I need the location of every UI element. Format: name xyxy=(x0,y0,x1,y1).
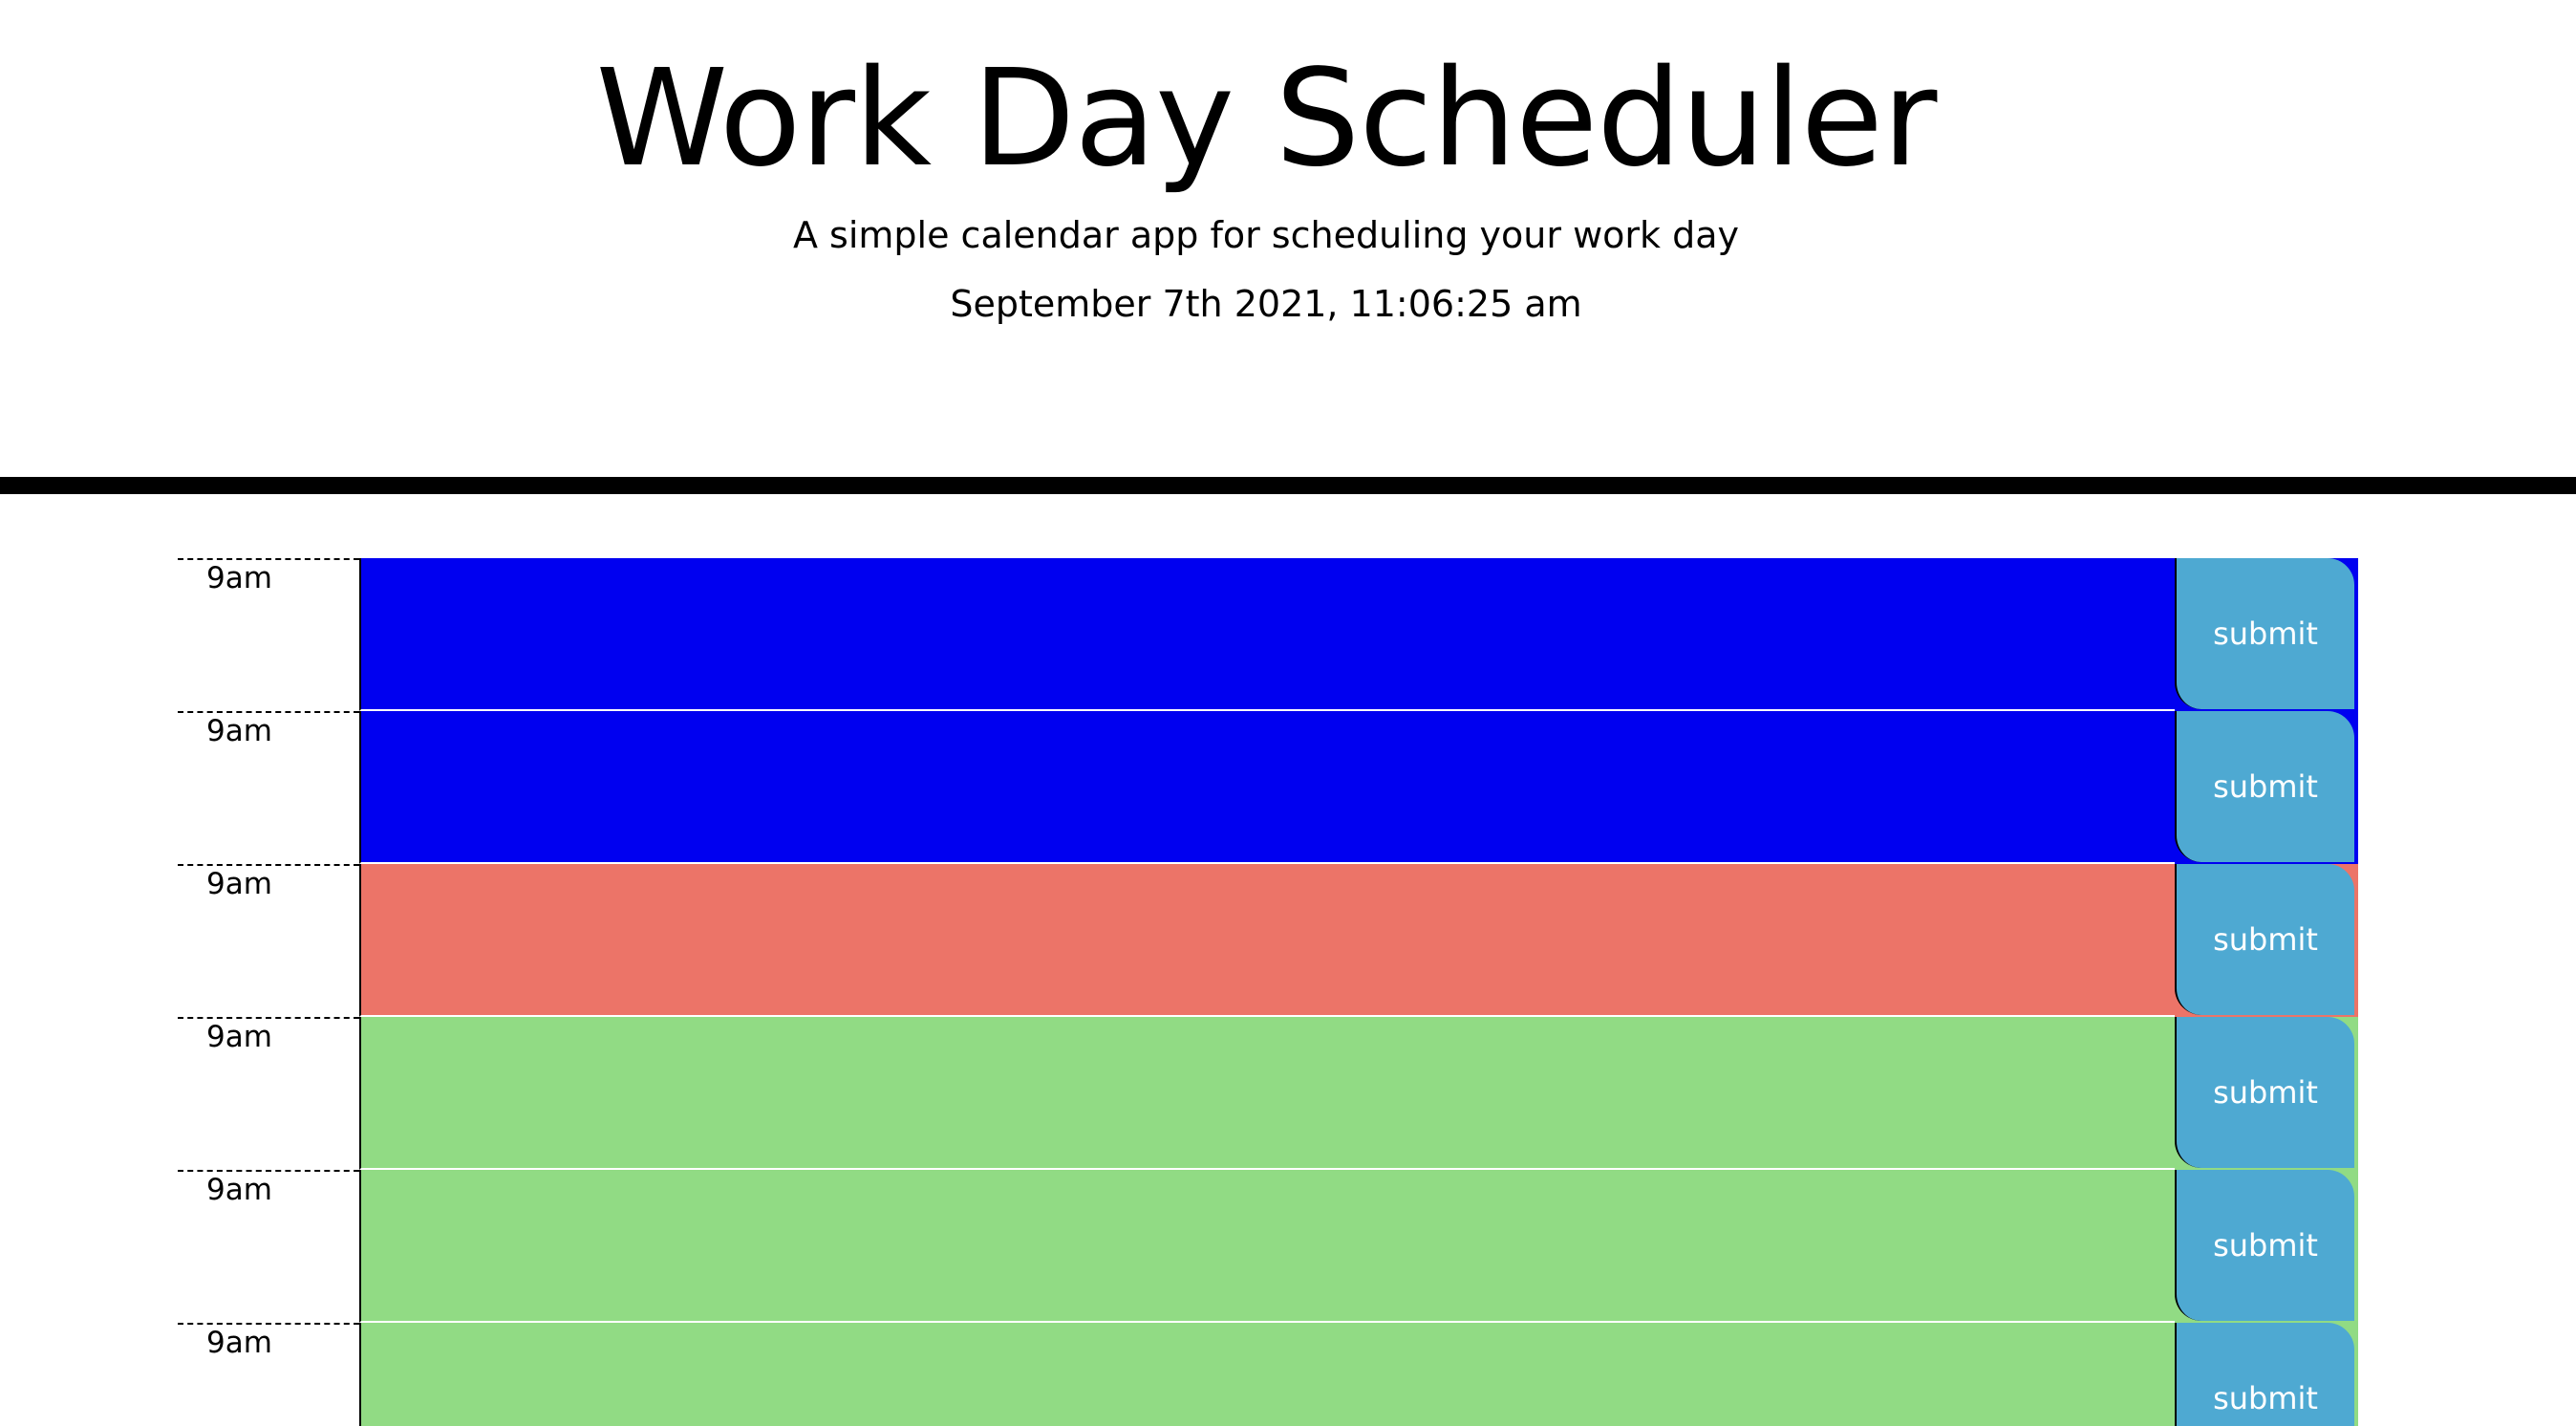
hour-cell: 9am xyxy=(178,558,359,711)
timeblock-row: 9am submit xyxy=(178,864,2358,1017)
hour-label: 9am xyxy=(206,867,272,901)
submit-button[interactable]: submit xyxy=(2175,711,2354,862)
submit-button[interactable]: submit xyxy=(2175,1323,2354,1426)
hour-label: 9am xyxy=(206,561,272,595)
timeblock-row: 9am submit xyxy=(178,558,2358,711)
timeblock-row: 9am submit xyxy=(178,1323,2358,1426)
hour-cell: 9am xyxy=(178,864,359,1017)
submit-button[interactable]: submit xyxy=(2175,864,2354,1015)
submit-button[interactable]: submit xyxy=(2175,1017,2354,1168)
header-divider xyxy=(0,477,2576,494)
hour-label: 9am xyxy=(206,1173,272,1207)
page-title: Work Day Scheduler xyxy=(595,41,1938,197)
event-description-input[interactable] xyxy=(359,1170,2175,1323)
hour-label: 9am xyxy=(206,1020,272,1054)
hour-cell: 9am xyxy=(178,1323,359,1426)
jumbotron-header: Work Day Scheduler A simple calendar app… xyxy=(0,0,2576,478)
event-description-input[interactable] xyxy=(359,558,2175,711)
hour-label: 9am xyxy=(206,714,272,748)
timeblock-row: 9am submit xyxy=(178,711,2358,864)
hour-cell: 9am xyxy=(178,711,359,864)
event-description-input[interactable] xyxy=(359,1017,2175,1170)
submit-button[interactable]: submit xyxy=(2175,1170,2354,1321)
event-description-input[interactable] xyxy=(359,711,2175,864)
event-description-input[interactable] xyxy=(359,864,2175,1017)
timeblock-row: 9am submit xyxy=(178,1170,2358,1323)
hour-label: 9am xyxy=(206,1326,272,1360)
submit-button[interactable]: submit xyxy=(2175,558,2354,709)
hour-cell: 9am xyxy=(178,1017,359,1170)
page-subtitle: A simple calendar app for scheduling you… xyxy=(792,214,1740,256)
timeblock-row: 9am submit xyxy=(178,1017,2358,1170)
hour-cell: 9am xyxy=(178,1170,359,1323)
current-day-display: September 7th 2021, 11:06:25 am xyxy=(950,283,1582,325)
event-description-input[interactable] xyxy=(359,1323,2175,1426)
